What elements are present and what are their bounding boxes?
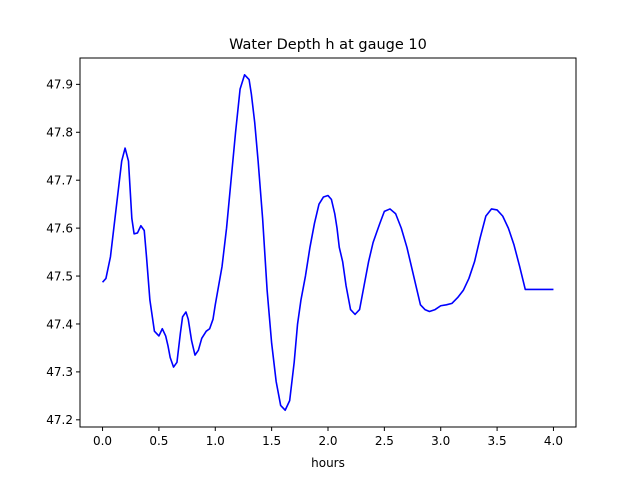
y-tick-label: 47.8 [46, 126, 73, 140]
y-tick-label: 47.6 [46, 221, 73, 235]
y-axis: 47.2 47.3 47.4 47.5 47.6 47.7 47.8 47.9 [46, 78, 80, 427]
y-tick-label: 47.4 [46, 317, 73, 331]
x-tick-label: 1.0 [206, 434, 225, 448]
y-tick-label: 47.5 [46, 269, 73, 283]
y-tick-label: 47.3 [46, 365, 73, 379]
x-tick-label: 1.5 [262, 434, 281, 448]
x-tick-label: 0.0 [93, 434, 112, 448]
x-tick-label: 2.0 [318, 434, 337, 448]
x-axis-label: hours [311, 456, 345, 470]
x-tick-label: 3.0 [431, 434, 450, 448]
y-tick-label: 47.9 [46, 78, 73, 92]
x-tick-label: 2.5 [375, 434, 394, 448]
series-line [101, 73, 554, 412]
x-tick-label: 3.5 [488, 434, 507, 448]
y-tick-label: 47.7 [46, 174, 73, 188]
y-tick-label: 47.2 [46, 413, 73, 427]
chart-title: Water Depth h at gauge 10 [229, 37, 427, 53]
x-tick-label: 4.0 [544, 434, 563, 448]
x-tick-label: 0.5 [149, 434, 168, 448]
x-axis: 0.0 0.5 1.0 1.5 2.0 2.5 3.0 3.5 4.0 [93, 427, 563, 448]
